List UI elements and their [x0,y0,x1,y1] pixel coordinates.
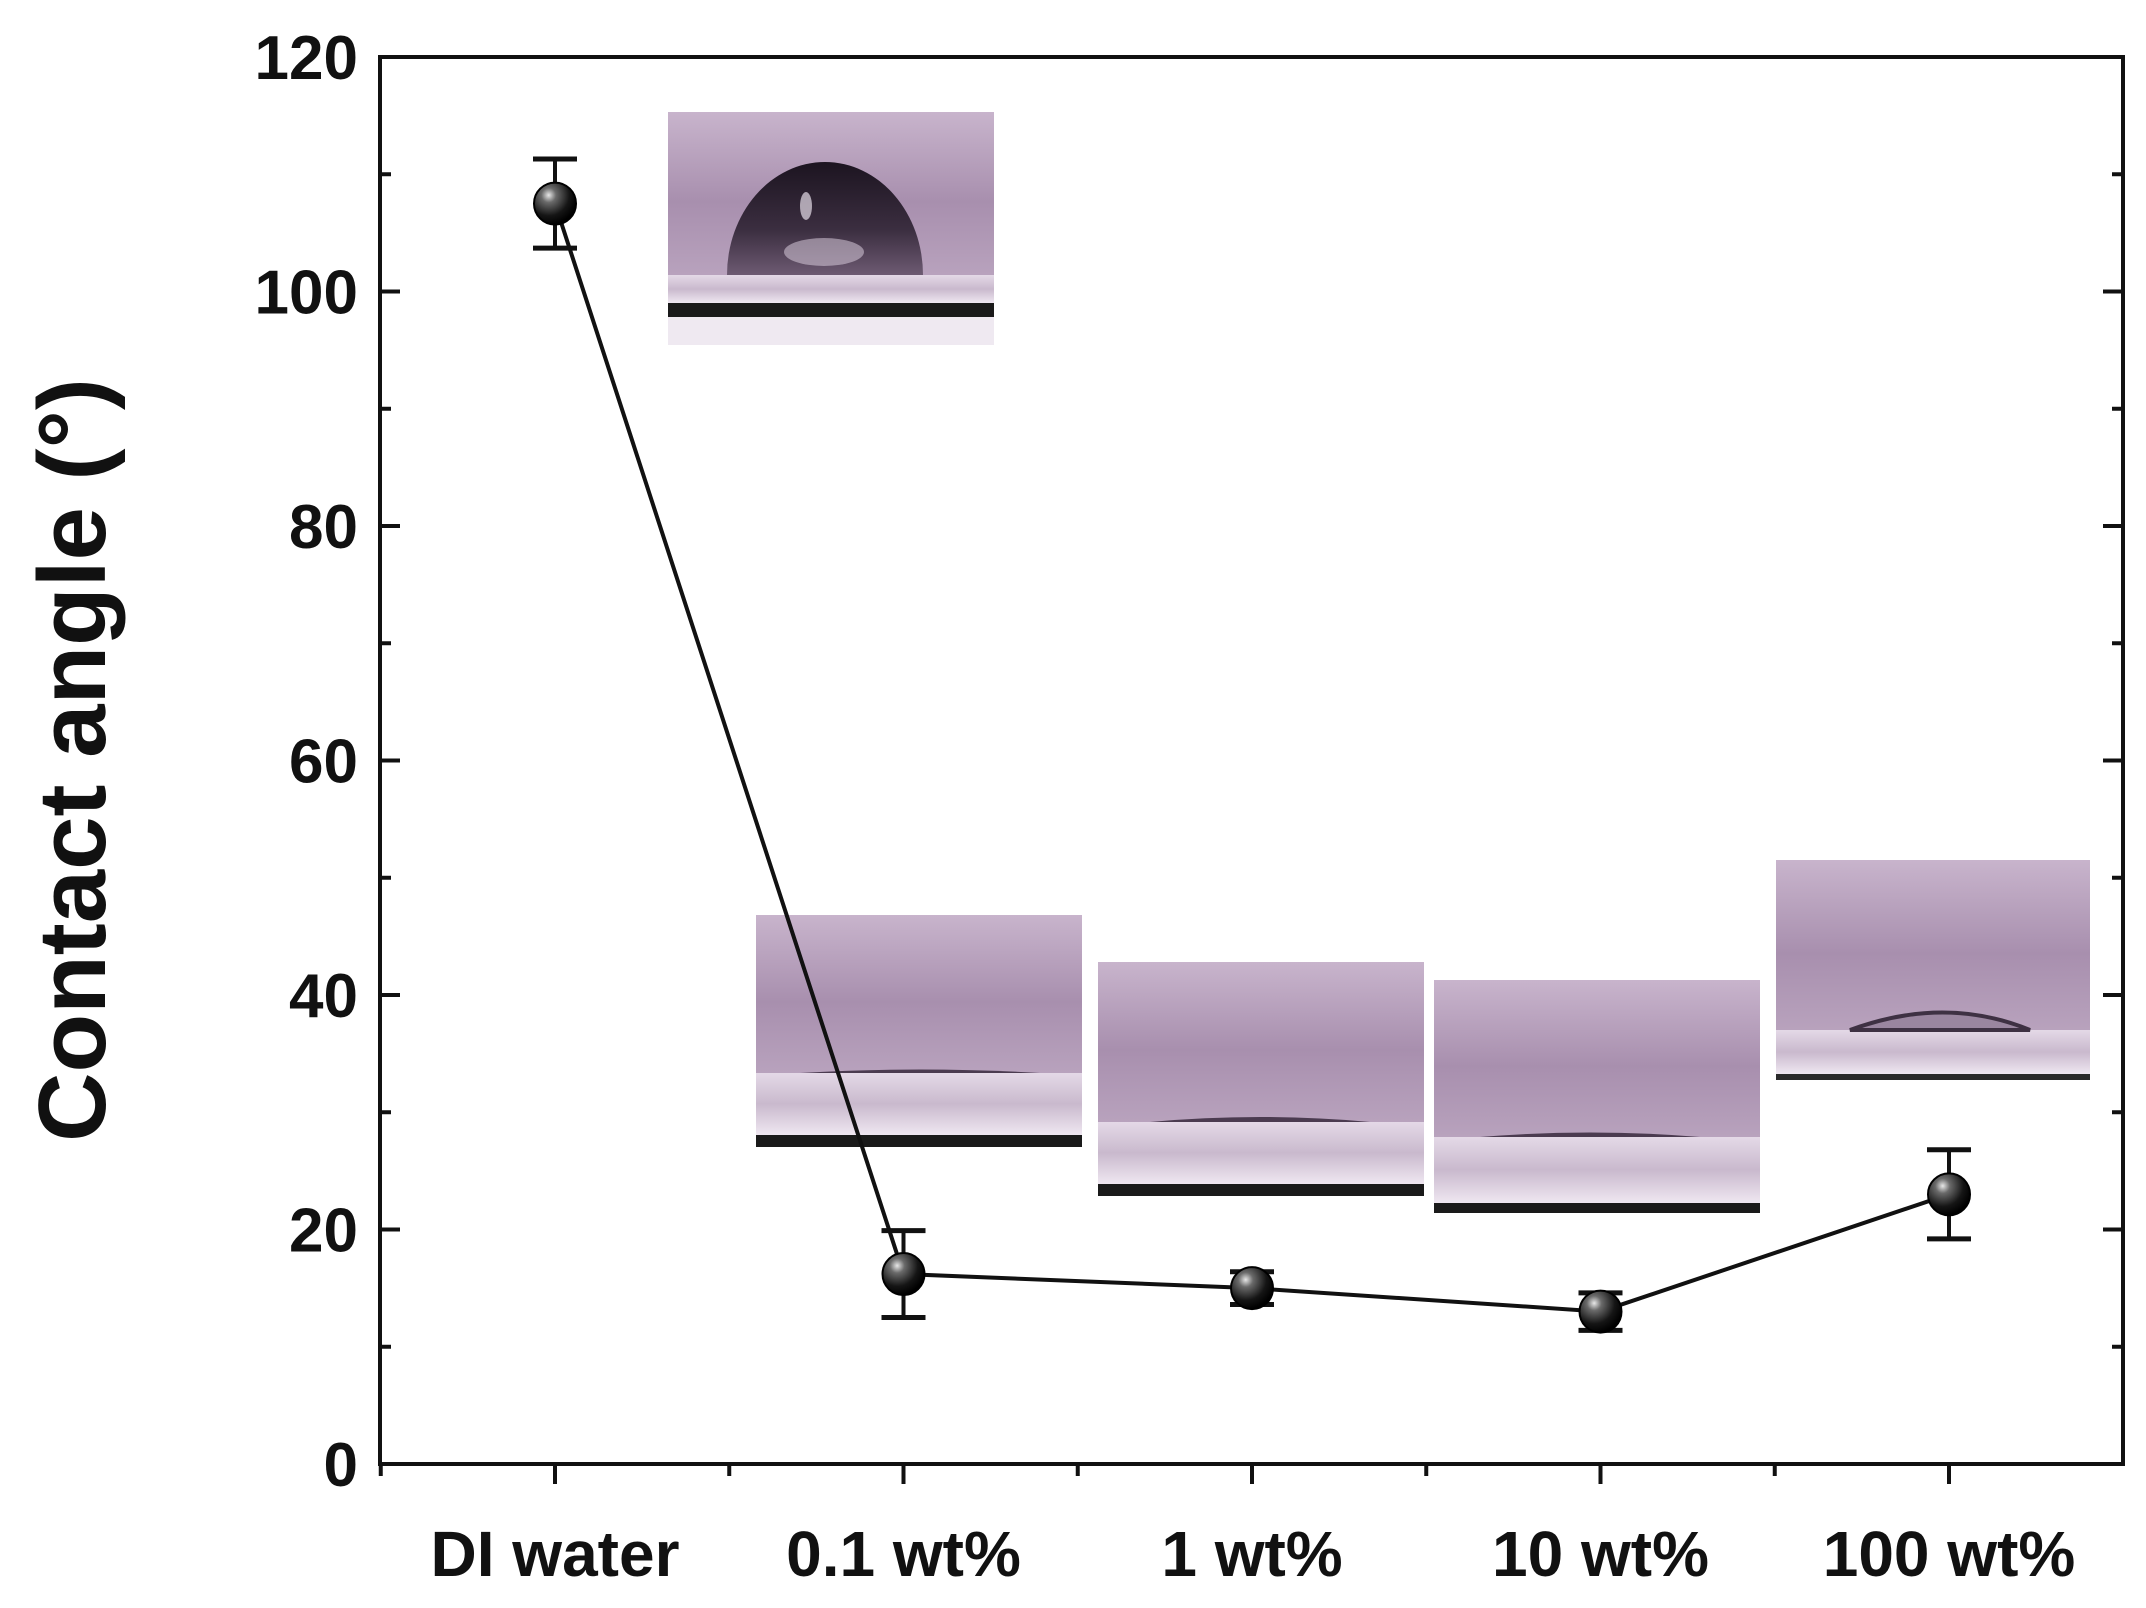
data-point [881,1252,926,1297]
y-tick-label: 40 [289,962,358,1031]
droplet-photo-10wt [1434,980,1760,1213]
y-tick-label: 80 [289,493,358,562]
droplet-photo-di-water [668,112,994,345]
x-axis: DI water 0.1 wt% 1 wt% 10 wt% 100 wt% [378,1464,2076,1590]
data-point [1230,1266,1274,1311]
droplet-insets [668,112,2090,1213]
x-category-label: 0.1 wt% [786,1518,1021,1590]
x-category-label: 1 wt% [1161,1518,1342,1590]
x-category-label: DI water [431,1518,680,1590]
y-tick-label: 0 [324,1431,358,1500]
y-axis: 0 20 40 60 80 100 120 [255,24,2123,1500]
droplet-photo-1wt [1098,962,1424,1196]
x-category-label: 100 wt% [1823,1518,2076,1590]
data-points [533,181,1971,1334]
y-axis-title: Contact angle (°) [19,378,126,1142]
plot-frame [378,55,2125,1466]
y-tick-label: 100 [255,259,358,328]
data-point [533,181,577,226]
y-tick-label: 60 [289,728,358,797]
droplet-photo-100wt [1776,860,2090,1080]
y-tick-label: 20 [289,1197,358,1266]
y-tick-label: 120 [255,24,358,93]
data-point [1927,1172,1971,1217]
data-point [1578,1289,1623,1334]
droplet-photo-0.1wt [756,915,1082,1147]
x-category-label: 10 wt% [1492,1518,1709,1590]
